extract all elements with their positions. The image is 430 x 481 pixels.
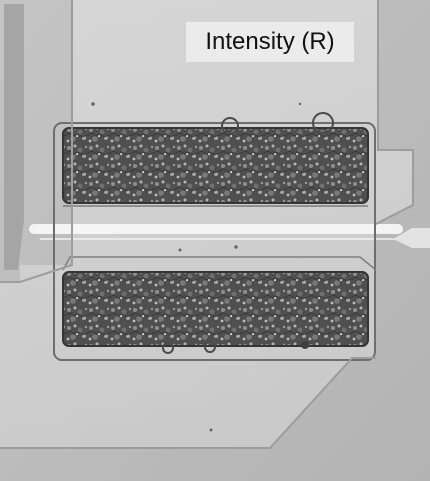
upper-polymer-region <box>62 127 369 204</box>
dark-particle-icon <box>312 112 334 134</box>
left-dark-region <box>4 4 24 270</box>
left-electrode-edge <box>0 0 73 283</box>
dark-particle-icon <box>91 102 95 106</box>
dark-particle-icon <box>178 248 182 252</box>
dark-particle-icon <box>209 428 213 432</box>
dark-particle-icon <box>204 341 216 353</box>
lower-electrode-edge <box>0 357 376 449</box>
image-label: Intensity (R) <box>186 22 354 62</box>
lower-region-upper-edge <box>62 256 377 271</box>
right-electrode-edge <box>375 0 414 225</box>
lower-polymer-region <box>62 271 369 347</box>
outer-pattern-frame <box>53 122 376 361</box>
dark-particle-icon <box>298 102 302 106</box>
dark-particle-icon <box>162 342 174 354</box>
dark-particle-icon <box>234 245 238 249</box>
dark-particle-icon <box>221 117 239 135</box>
dark-particle-icon <box>301 341 309 349</box>
